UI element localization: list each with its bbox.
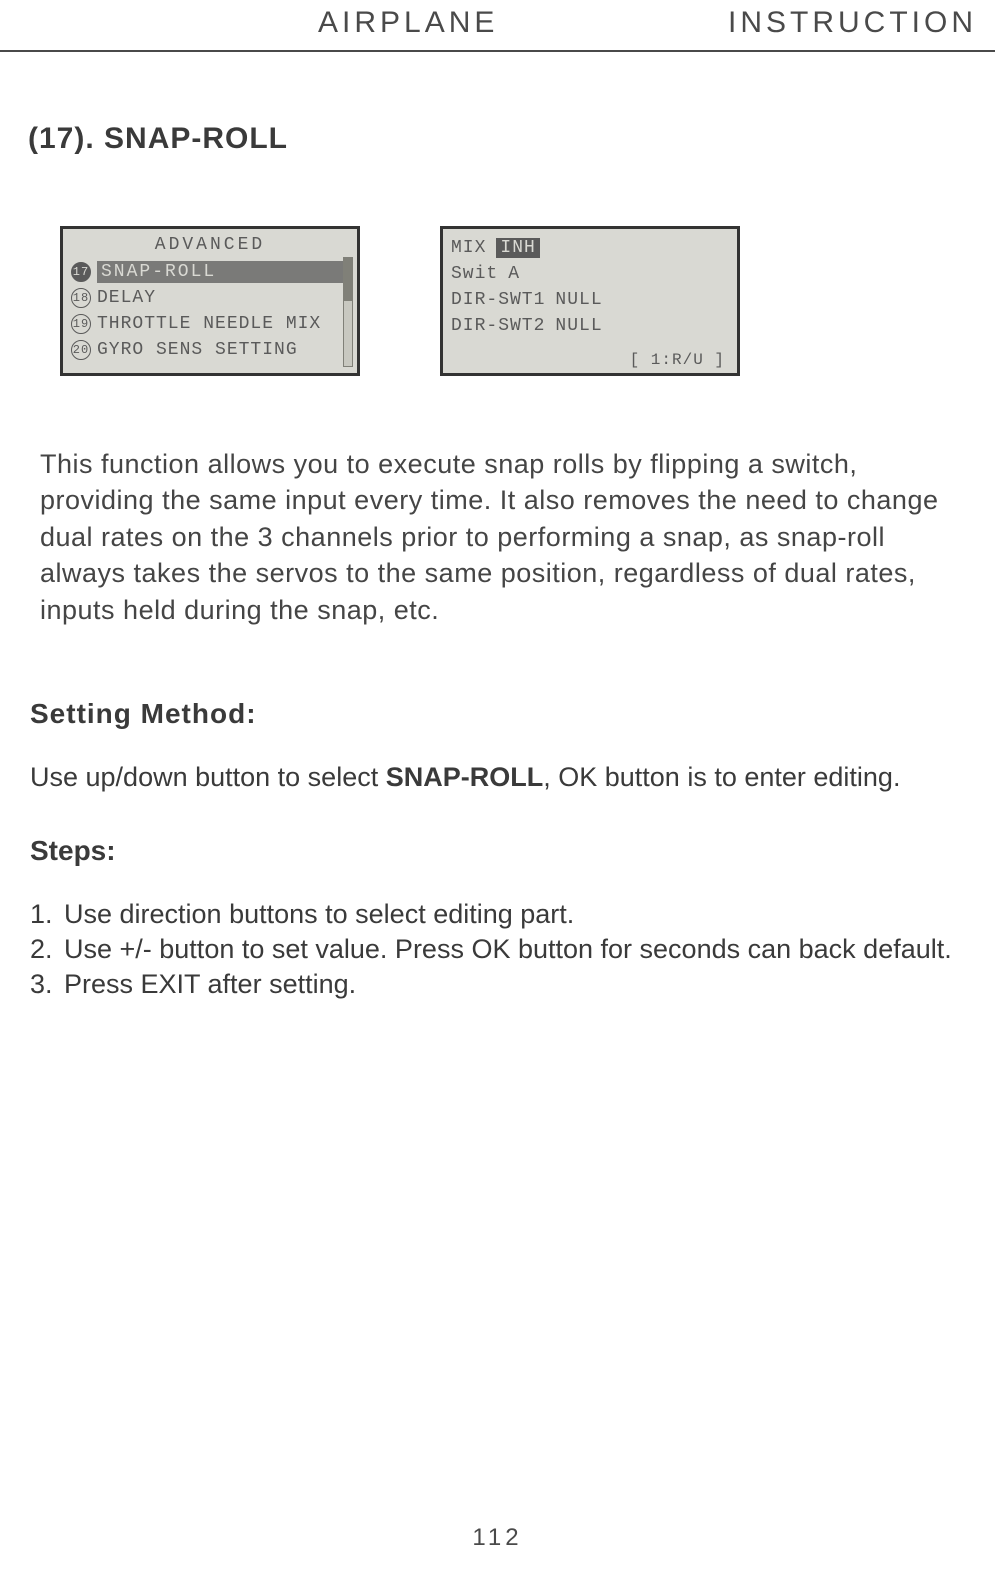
item-number-icon: 20 (71, 340, 91, 360)
steps-heading: Steps: (30, 835, 995, 867)
field-label: MIX (451, 238, 486, 258)
lcd-screens: ADVANCED 17 SNAP-ROLL 18 DELAY 19 THROTT… (60, 226, 995, 376)
description-paragraph: This function allows you to execute snap… (40, 446, 955, 628)
step-text: Use +/- button to set value. Press OK bu… (64, 932, 952, 967)
setting-method-text: Use up/down button to select SNAP-ROLL, … (30, 760, 965, 795)
menu-item: THROTTLE NEEDLE MIX (97, 314, 321, 334)
page-number: 112 (0, 1524, 995, 1552)
field-value: NULL (555, 290, 602, 310)
menu-item-selected: SNAP-ROLL (97, 261, 349, 283)
menu-item: DELAY (97, 288, 156, 308)
field-label: Swit (451, 264, 498, 284)
lcd-footer: [ 1:R/U ] (630, 351, 725, 369)
section-title: (17). SNAP-ROLL (28, 122, 995, 156)
field-value-selected: INH (496, 238, 539, 258)
manual-page: AIRPLANE INSTRUCTION (17). SNAP-ROLL ADV… (0, 0, 995, 1574)
lcd-row: 19 THROTTLE NEEDLE MIX (71, 311, 349, 337)
lcd-row: Swit A (451, 261, 729, 287)
item-number-icon: 19 (71, 314, 91, 334)
item-number-icon: 18 (71, 288, 91, 308)
menu-item: GYRO SENS SETTING (97, 340, 298, 360)
field-value: NULL (555, 316, 602, 336)
lcd-row: DIR-SWT1 NULL (451, 287, 729, 313)
lcd-title: ADVANCED (71, 235, 349, 255)
lcd-snap-roll-settings: MIX INH Swit A DIR-SWT1 NULL DIR-SWT2 NU… (440, 226, 740, 376)
step-number: 2. (30, 932, 64, 967)
scrollbar (343, 257, 353, 367)
lcd-row: MIX INH (451, 235, 729, 261)
step-text: Press EXIT after setting. (64, 967, 356, 1002)
steps-list: 1. Use direction buttons to select editi… (30, 897, 965, 1002)
scrollbar-thumb (344, 258, 352, 301)
lcd-row: 18 DELAY (71, 285, 349, 311)
lcd-advanced-menu: ADVANCED 17 SNAP-ROLL 18 DELAY 19 THROTT… (60, 226, 360, 376)
step-number: 3. (30, 967, 64, 1002)
header-left: AIRPLANE (318, 6, 498, 40)
field-label: DIR-SWT1 (451, 290, 545, 310)
header-right: INSTRUCTION (728, 6, 977, 40)
field-label: DIR-SWT2 (451, 316, 545, 336)
lcd-row: 17 SNAP-ROLL (71, 259, 349, 285)
lcd-row: DIR-SWT2 NULL (451, 313, 729, 339)
step-item: 1. Use direction buttons to select editi… (30, 897, 965, 932)
setting-method-heading: Setting Method: (30, 698, 995, 730)
text-pre: Use up/down button to select (30, 762, 386, 792)
step-number: 1. (30, 897, 64, 932)
item-number-icon: 17 (71, 262, 91, 282)
step-text: Use direction buttons to select editing … (64, 897, 574, 932)
step-item: 3. Press EXIT after setting. (30, 967, 965, 1002)
field-value: A (508, 264, 520, 284)
text-bold: SNAP-ROLL (386, 762, 544, 792)
page-header: AIRPLANE INSTRUCTION (0, 0, 995, 52)
step-item: 2. Use +/- button to set value. Press OK… (30, 932, 965, 967)
lcd-row: 20 GYRO SENS SETTING (71, 337, 349, 363)
text-post: , OK button is to enter editing. (543, 762, 900, 792)
